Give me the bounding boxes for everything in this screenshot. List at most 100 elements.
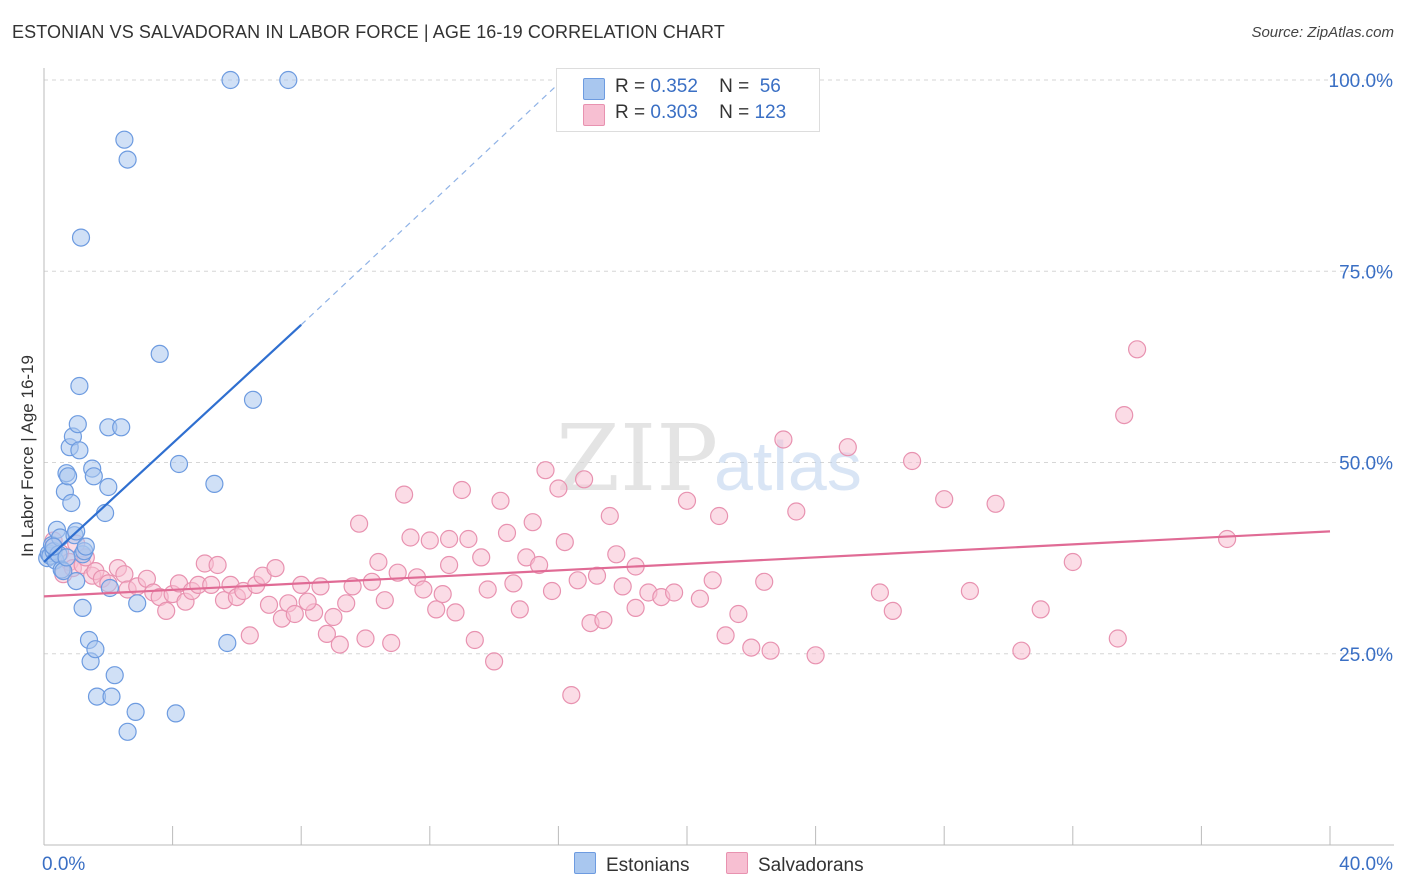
salvadoran-point <box>343 577 362 596</box>
legend-r-value: 0.352 <box>650 76 698 97</box>
trend-lines <box>43 83 1331 598</box>
salvadoran-point <box>202 575 221 595</box>
salvadoran-point <box>677 491 697 510</box>
salvadoran-point <box>568 571 587 590</box>
axes <box>43 68 1394 846</box>
y-tick-label: 50.0% <box>1339 454 1393 475</box>
estonian-point <box>150 344 169 363</box>
salvadoran-point <box>562 685 581 705</box>
salvadoran-point <box>587 566 607 585</box>
estonian-point <box>68 415 87 434</box>
bottom-legend-swatch-estonians <box>574 852 596 874</box>
bottom-legend-label-estonians: Estonians <box>606 855 690 876</box>
salvadoran-point <box>259 595 279 614</box>
salvadoran-point <box>414 580 433 599</box>
estonians-points <box>38 70 298 741</box>
salvadoran-point <box>716 626 735 645</box>
salvadoran-point <box>787 502 806 521</box>
estonians-trend-line <box>43 323 302 563</box>
salvadoran-point <box>362 572 381 591</box>
estonian-point <box>166 704 185 723</box>
correlation-legend: R = 0.352 N = 56 R = 0.303 N = 123 <box>556 68 820 132</box>
estonian-point <box>99 477 118 497</box>
bottom-legend-salvadorans: Salvadorans <box>726 852 864 877</box>
salvadoran-point <box>1063 552 1082 572</box>
salvadoran-point <box>542 581 562 601</box>
estonian-point <box>70 376 89 396</box>
salvadoran-point <box>427 600 446 619</box>
estonian-point <box>126 702 145 722</box>
salvadoran-point <box>485 652 504 671</box>
estonians-trend-line-extension <box>300 83 559 326</box>
salvadoran-point <box>337 594 356 613</box>
legend-n-label: N = <box>719 76 750 97</box>
legend-n-value: 123 <box>754 102 787 123</box>
salvadoran-point <box>1127 340 1147 359</box>
legend-text-estonians: R = 0.352 N = 56 <box>615 76 781 98</box>
salvadoran-point <box>838 438 857 457</box>
estonian-point <box>105 666 124 685</box>
salvadoran-point <box>986 494 1005 513</box>
estonian-point <box>62 493 81 513</box>
salvadoran-point <box>433 584 452 604</box>
estonian-point <box>67 571 86 591</box>
estonian-point <box>76 537 95 556</box>
salvadoran-point <box>1108 629 1127 648</box>
bottom-legend-estonians: Estonians <box>574 852 689 877</box>
salvadorans-points <box>44 340 1237 705</box>
salvadoran-point <box>369 552 388 572</box>
y-tick-label: 25.0% <box>1339 645 1393 666</box>
estonian-point <box>102 687 121 706</box>
salvadorans-trend-line <box>43 530 1331 598</box>
salvadoran-point <box>1115 406 1134 425</box>
salvadoran-point <box>240 626 259 645</box>
salvadoran-point <box>729 604 748 624</box>
salvadoran-point <box>478 580 497 599</box>
salvadoran-point <box>285 604 304 624</box>
salvadoran-point <box>761 641 780 660</box>
salvadoran-point <box>536 461 555 480</box>
estonian-point <box>205 474 224 493</box>
salvadoran-point <box>266 558 285 578</box>
estonian-point <box>84 467 103 486</box>
salvadoran-point <box>523 513 542 532</box>
y-tick-label: 75.0% <box>1339 262 1393 283</box>
salvadoran-point <box>1217 529 1237 549</box>
estonian-point <box>71 228 91 247</box>
salvadoran-point <box>690 589 710 608</box>
estonian-point <box>243 390 263 409</box>
zipatlas-watermark: ZIP atlas <box>556 405 862 512</box>
salvadoran-point <box>555 532 574 552</box>
salvadoran-point <box>157 601 176 621</box>
salvadoran-point <box>440 529 459 549</box>
legend-n-value: 56 <box>759 76 781 97</box>
source-label: Source: ZipAtlas.com <box>1251 24 1394 41</box>
salvadoran-point <box>208 555 227 575</box>
salvadoran-point <box>446 603 465 622</box>
salvadoran-point <box>902 451 922 471</box>
salvadoran-point <box>510 600 529 619</box>
salvadoran-point <box>311 577 330 596</box>
estonian-point <box>86 640 105 659</box>
estonian-point <box>70 441 89 460</box>
salvadoran-point <box>529 555 549 575</box>
salvadoran-point <box>774 430 793 449</box>
estonian-point <box>218 633 237 653</box>
salvadoran-point <box>350 514 369 533</box>
salvadoran-point <box>491 491 510 510</box>
estonian-point <box>169 454 189 474</box>
estonian-point <box>279 70 298 90</box>
salvadoran-point <box>356 629 375 648</box>
salvadoran-point <box>115 565 134 584</box>
salvadoran-point <box>459 529 478 549</box>
salvadoran-point <box>388 563 407 582</box>
salvadoran-point <box>806 646 825 665</box>
salvadoran-point <box>465 630 484 650</box>
legend-swatch-salvadorans <box>583 104 605 126</box>
tick-labels: 25.0% 50.0% 75.0% 100.0% 0.0% 40.0% <box>42 71 1393 875</box>
x-tick-label: 40.0% <box>1339 854 1393 875</box>
salvadoran-point <box>1031 600 1050 619</box>
salvadoran-point <box>395 485 414 504</box>
estonian-point <box>118 722 137 741</box>
